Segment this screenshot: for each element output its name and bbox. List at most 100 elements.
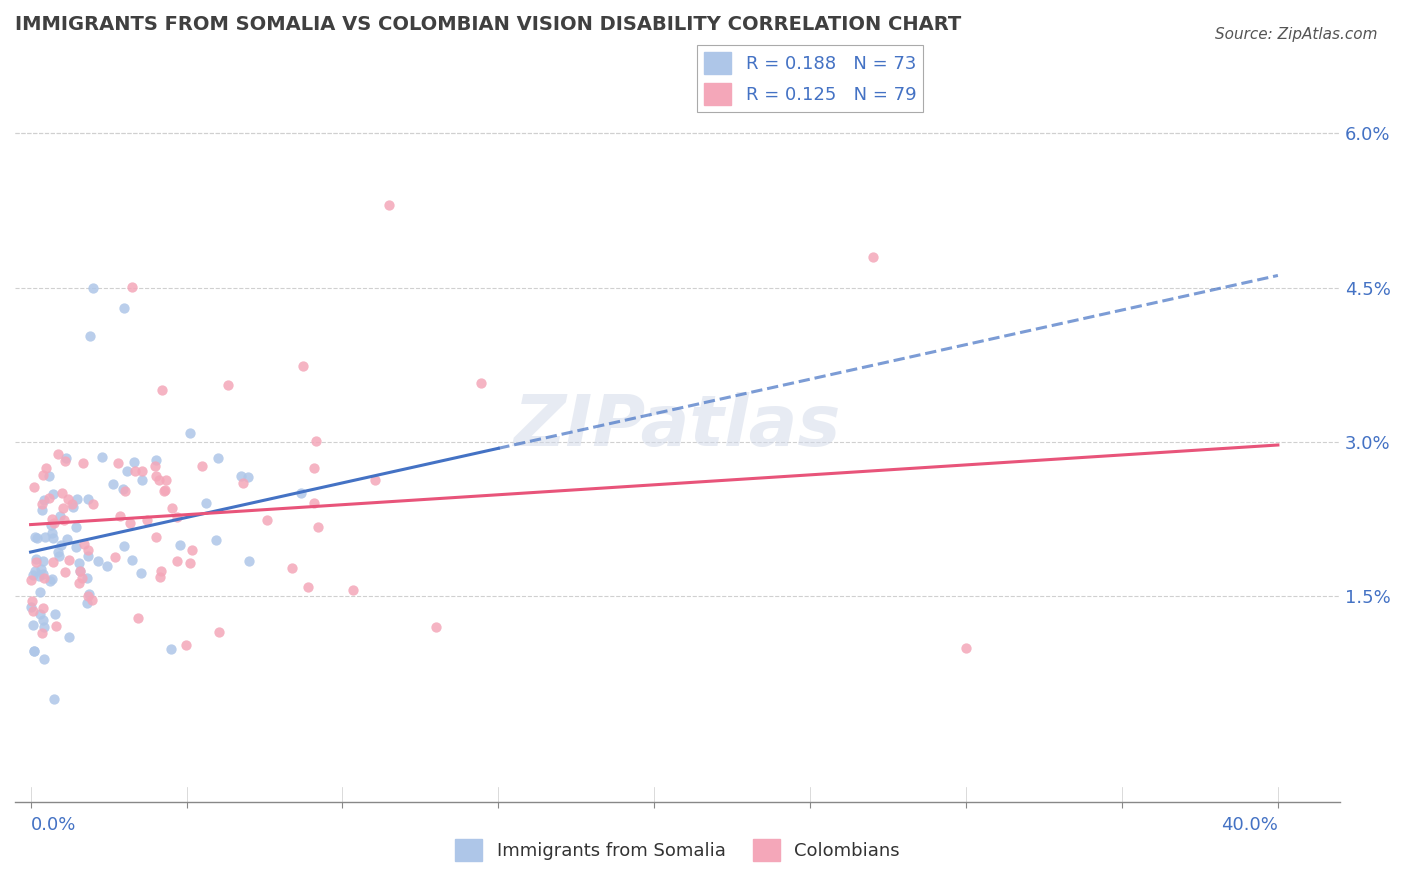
Point [107,456,129,470]
Point [91,450,114,464]
Point [21,594,44,608]
Point [127,611,149,625]
Point [70,571,93,585]
Point [304,496,326,510]
Point [96,558,118,573]
Point [955,640,977,655]
Point [101,476,124,491]
Point [41,512,63,526]
Point [104,549,127,564]
Point [34,620,56,634]
Point [46,447,69,461]
Point [67,575,90,590]
Point [160,642,183,657]
Point [34,493,56,508]
Point [470,376,492,391]
Point [307,520,329,534]
Point [150,565,173,579]
Point [425,620,447,634]
Point [38,491,60,506]
Point [52,500,75,515]
Point [291,359,314,374]
Point [41,572,63,586]
Point [66,491,89,506]
Point [181,542,204,557]
Point [46,545,69,559]
Point [34,530,56,544]
Point [217,378,239,392]
Point [115,464,138,478]
Point [207,450,229,465]
Point [41,526,63,541]
Point [131,464,153,478]
Point [44,607,66,622]
Point [60,496,83,510]
Point [30,562,52,576]
Point [28,569,51,583]
Point [131,473,153,487]
Point [32,566,55,581]
Point [238,554,260,568]
Point [179,426,201,441]
Point [111,482,134,496]
Point [112,540,135,554]
Point [77,586,100,600]
Point [80,592,103,607]
Point [143,459,166,474]
Point [32,554,55,568]
Point [76,543,98,558]
Point [155,473,177,487]
Point [56,492,79,507]
Point [25,531,48,545]
Point [31,503,53,517]
Point [169,538,191,552]
Point [76,571,98,585]
Point [34,461,56,475]
Point [145,469,167,483]
Point [281,561,304,575]
Point [121,553,143,567]
Point [22,617,45,632]
Point [32,571,55,585]
Point [72,456,94,470]
Point [205,533,228,547]
Point [174,638,197,652]
Point [67,556,90,570]
Point [166,510,188,524]
Point [20,600,42,615]
Point [69,565,91,579]
Point [124,465,146,479]
Text: ZIPatlas: ZIPatlas [515,392,841,461]
Point [58,631,80,645]
Point [76,491,98,506]
Point [51,538,73,552]
Point [150,383,173,397]
Point [148,474,170,488]
Point [32,652,55,666]
Point [82,280,104,294]
Point [44,516,66,530]
Point [256,513,278,527]
Point [135,513,157,527]
Point [25,552,48,566]
Point [55,451,77,466]
Point [51,485,73,500]
Point [232,476,254,491]
Point [129,566,152,580]
Point [112,301,135,315]
Point [149,570,172,584]
Point [160,501,183,516]
Point [24,555,46,569]
Point [38,469,60,483]
Point [862,250,884,264]
Point [69,564,91,578]
Point [31,467,53,482]
Point [21,605,44,619]
Point [39,517,62,532]
Point [122,455,145,469]
Point [28,585,51,599]
Point [42,531,65,545]
Point [145,453,167,467]
Point [305,434,328,448]
Point [31,600,53,615]
